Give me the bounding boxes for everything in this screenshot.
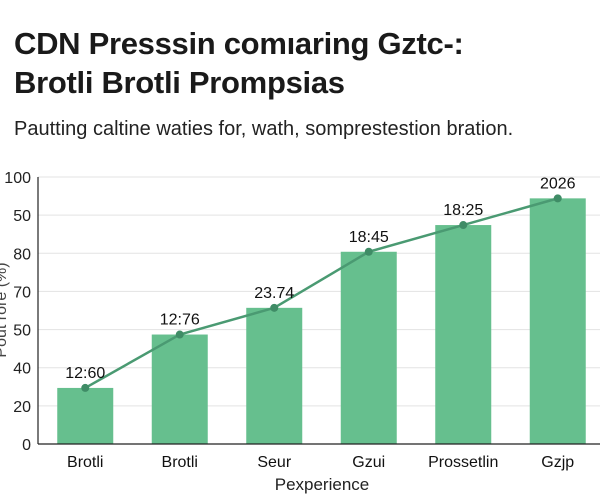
- x-axis-title: Pexperience: [275, 475, 370, 494]
- data-label: 23.74: [254, 285, 294, 302]
- chart-title-line-1: CDN Presssin comıaring Gztc-:: [14, 26, 464, 61]
- trend-point: [81, 383, 90, 392]
- trend-point: [459, 221, 468, 230]
- bar: [340, 251, 397, 444]
- y-tick-label: 50: [13, 208, 31, 225]
- data-labels: 12:60 12:76 23.74 18:45 18:25 2026: [65, 175, 575, 382]
- trend-point: [175, 330, 184, 339]
- chart-subtitle: Pautting caltine waties for, wath, sompr…: [14, 118, 514, 140]
- chart-title-line-2: Brotli Brotli Prompsias: [14, 65, 345, 100]
- axes: 0 20 40 50 70 80 50 100 Brotli Brotli Seur Gzui Pros…: [0, 170, 600, 494]
- grid-lines: [38, 176, 600, 445]
- bar: [529, 198, 586, 444]
- y-tick-label: 100: [4, 170, 31, 187]
- x-tick-label: Gzui: [352, 454, 385, 471]
- data-label: 2026: [540, 175, 576, 192]
- y-tick-label: 50: [13, 323, 31, 340]
- data-label: 18:25: [443, 202, 483, 219]
- x-tick-label: Brotli: [162, 454, 198, 471]
- trend-line-group: [81, 194, 562, 392]
- chart-title: CDN Presssin comıaring Gztc-: Brotli Bro…: [14, 24, 594, 102]
- x-tick-label: Gzjp: [541, 454, 574, 471]
- bar: [57, 387, 114, 444]
- y-tick-label: 40: [13, 361, 31, 378]
- data-label: 12:60: [65, 365, 105, 382]
- bars: [57, 198, 586, 444]
- x-tick-label: Seur: [257, 454, 291, 471]
- x-tick-label: Brotli: [67, 454, 103, 471]
- y-tick-label: 70: [13, 284, 31, 301]
- data-label: 18:45: [349, 229, 389, 246]
- trend-point: [553, 194, 562, 203]
- y-axis-title: Pout rore (%): [0, 262, 10, 357]
- y-tick-label: 80: [13, 246, 31, 263]
- data-label: 12:76: [160, 312, 200, 329]
- y-tick-label: 20: [13, 399, 31, 416]
- bar: [246, 307, 303, 444]
- trend-point: [270, 303, 279, 312]
- trend-point: [364, 247, 373, 256]
- trend-line: [84, 197, 559, 390]
- bar: [151, 334, 208, 444]
- y-tick-label: 0: [22, 437, 31, 454]
- x-tick-label: Prossetlin: [428, 454, 498, 471]
- bar: [435, 225, 492, 444]
